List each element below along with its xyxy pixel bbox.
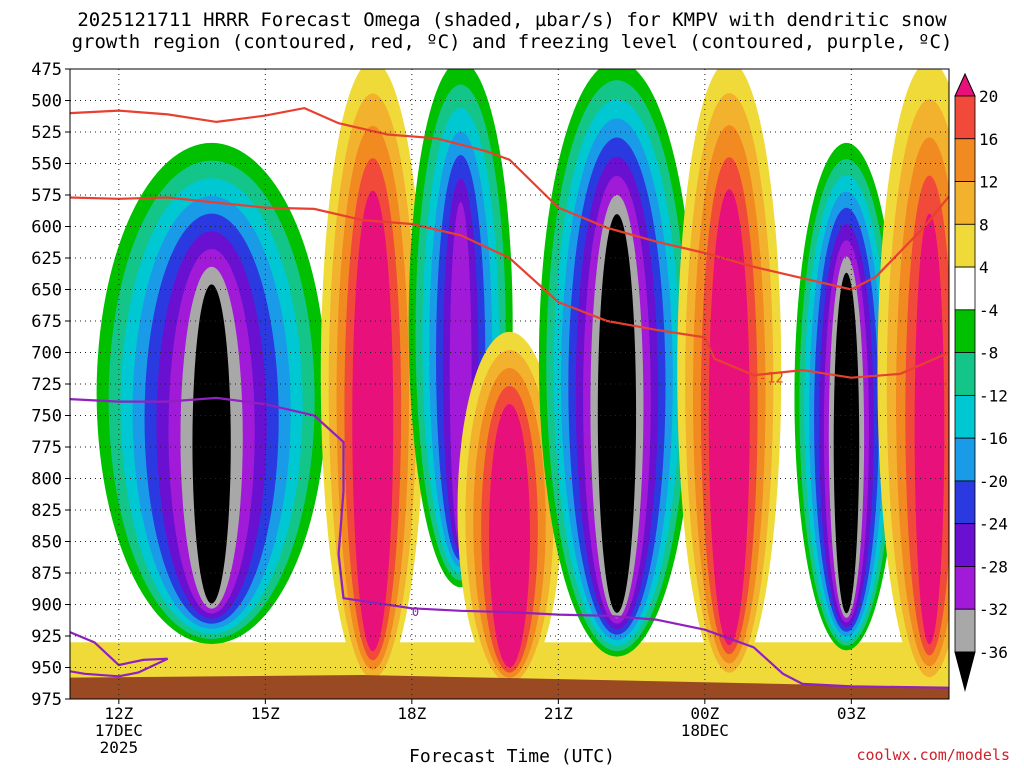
y-tick-label: 950 xyxy=(31,659,62,679)
y-tick-label: 650 xyxy=(31,281,62,301)
freezing_level_low-contour xyxy=(70,631,169,678)
omega-cell xyxy=(192,284,231,604)
plot-area: -12 0 xyxy=(70,69,949,699)
colorbar: 20 16 12 8 4 -4 -8 -12 -16 -20 -24 -28 -32 -36 xyxy=(954,72,1008,692)
x-tick-label: 00Z xyxy=(690,704,719,723)
y-tick-label: 500 xyxy=(31,92,62,112)
colorbar-bin xyxy=(954,223,976,268)
y-tick-label: 900 xyxy=(31,596,62,616)
colorbar-label: 8 xyxy=(979,215,989,234)
colorbar-label: -20 xyxy=(979,472,1008,491)
colorbar-bin xyxy=(954,95,976,140)
x-tick-label: 15Z xyxy=(251,704,280,723)
colorbar-bin xyxy=(954,566,976,610)
terrain xyxy=(70,675,949,699)
contour-label-minus12: -12 xyxy=(759,371,784,387)
y-tick-label: 825 xyxy=(31,501,62,521)
freezing_level-contour xyxy=(70,396,949,689)
colorbar-label: -4 xyxy=(979,301,998,320)
colorbar-label: -28 xyxy=(979,557,1008,576)
dgz_upper-contour xyxy=(70,106,949,291)
y-tick-label: 675 xyxy=(31,312,62,332)
chart-title-line2: growth region (contoured, red, ºC) and f… xyxy=(71,31,953,53)
colorbar-bin xyxy=(954,394,976,439)
y-tick-label: 575 xyxy=(31,186,62,206)
y-tick-label: 625 xyxy=(31,249,62,269)
colorbar-bottom-arrow xyxy=(954,651,976,692)
x-tick-year-label: 2025 xyxy=(100,738,139,757)
contour-label-zero: 0 xyxy=(412,605,419,619)
colorbar-bin xyxy=(954,352,976,396)
omega-cell xyxy=(838,288,855,609)
omega-cell xyxy=(360,223,386,642)
omega-cell xyxy=(605,233,629,608)
omega-cell xyxy=(496,422,523,663)
y-tick-label: 925 xyxy=(31,627,62,647)
x-tick-date-label: 17DEC xyxy=(95,721,143,740)
x-tick-date-label: 18DEC xyxy=(681,721,729,740)
y-tick-label: 775 xyxy=(31,438,62,458)
credit-text[interactable]: coolwx.com/models xyxy=(856,746,1010,764)
x-axis-title: Forecast Time (UTC) xyxy=(409,746,615,767)
colorbar-bin xyxy=(954,437,976,482)
x-tick-label: 18Z xyxy=(397,704,426,723)
colorbar-bin xyxy=(954,266,976,311)
colorbar-label: -24 xyxy=(979,515,1008,534)
colorbar-bin xyxy=(954,480,976,525)
y-tick-label: 550 xyxy=(31,155,62,175)
colorbar-bin xyxy=(954,138,976,182)
colorbar-label: -16 xyxy=(979,429,1008,448)
colorbar-label: 16 xyxy=(979,130,998,149)
x-tick-label: 12Z xyxy=(104,704,133,723)
colorbar-label: 12 xyxy=(979,173,998,192)
y-tick-label: 800 xyxy=(31,470,62,490)
colorbar-label: -12 xyxy=(979,386,1008,405)
x-tick-label: 21Z xyxy=(544,704,573,723)
colorbar-label: -8 xyxy=(979,344,998,363)
y-tick-label: 975 xyxy=(31,690,62,710)
colorbar-bin xyxy=(954,523,976,567)
colorbar-bin xyxy=(954,608,976,653)
x-tick-label: 03Z xyxy=(837,704,866,723)
colorbar-label: -36 xyxy=(979,643,1008,662)
y-tick-label: 725 xyxy=(31,375,62,395)
colorbar-bin xyxy=(954,309,976,354)
y-tick-label: 525 xyxy=(31,123,62,143)
y-tick-label: 750 xyxy=(31,407,62,427)
colorbar-label: 4 xyxy=(979,258,989,277)
omega-cell xyxy=(914,213,945,645)
colorbar-bin xyxy=(954,181,976,225)
chart-title-line1: 2025121711 HRRR Forecast Omega (shaded, … xyxy=(77,9,947,31)
y-tick-label: 475 xyxy=(31,60,62,80)
omega-cell xyxy=(716,221,742,636)
colorbar-top-arrow xyxy=(954,72,976,97)
y-tick-label: 850 xyxy=(31,533,62,553)
dgz_lower-contour xyxy=(70,196,949,379)
colorbar-label: 20 xyxy=(979,87,998,106)
y-tick-label: 700 xyxy=(31,344,62,364)
colorbar-label: -32 xyxy=(979,600,1008,619)
y-tick-label: 875 xyxy=(31,564,62,584)
y-tick-label: 600 xyxy=(31,218,62,238)
